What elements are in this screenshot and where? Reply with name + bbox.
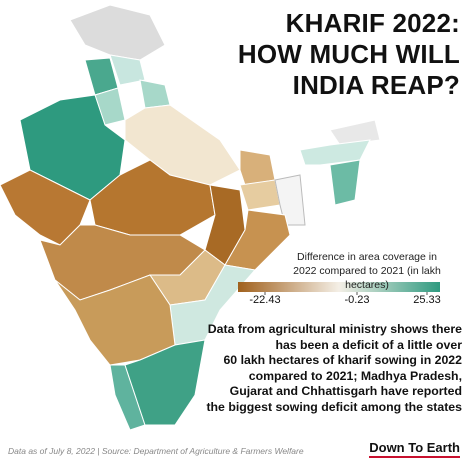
state [124,339,206,426]
body-line: the biggest sowing deficit among the sta… [206,399,462,414]
state [239,149,276,186]
state [329,119,381,146]
legend-title-line: 2022 compared to 2021 (in lakh hectares) [293,265,441,291]
legend-tick-label: 25.33 [413,294,441,306]
body-line: Gujarat and Chhattisgarh have reported [229,384,462,398]
legend-title: Difference in area coverage in 2022 comp… [272,250,462,292]
state [239,179,281,211]
body-text: Data from agricultural ministry shows th… [182,322,462,415]
body-line: 60 lakh hectares of kharif sowing in 202… [223,353,462,367]
body-line: compared to 2021; Madhya Pradesh, [248,368,462,383]
title: KHARIF 2022: HOW MUCH WILL INDIA REAP? [238,8,460,101]
body-line: Data from agricultural ministry shows th… [207,322,462,336]
logo: Down To Earth [369,440,460,458]
body-line: has been a deficit of a little over [275,337,462,352]
state [329,159,361,206]
legend-gradient [238,282,440,292]
state [109,364,146,431]
legend-tick-label: -0.23 [344,294,369,306]
state [124,104,241,186]
india-states [0,4,381,431]
footnote: Data as of July 8, 2022 | Source: Depart… [8,446,304,456]
title-line: INDIA REAP? [292,70,460,100]
legend-title-line: Difference in area coverage in [297,251,437,263]
state [274,174,306,226]
state [139,79,171,109]
title-line: KHARIF 2022: [285,8,460,38]
state [69,4,166,61]
legend-tick-label: -22.43 [249,294,280,306]
title-line: HOW MUCH WILL [237,39,460,69]
state [109,54,146,86]
